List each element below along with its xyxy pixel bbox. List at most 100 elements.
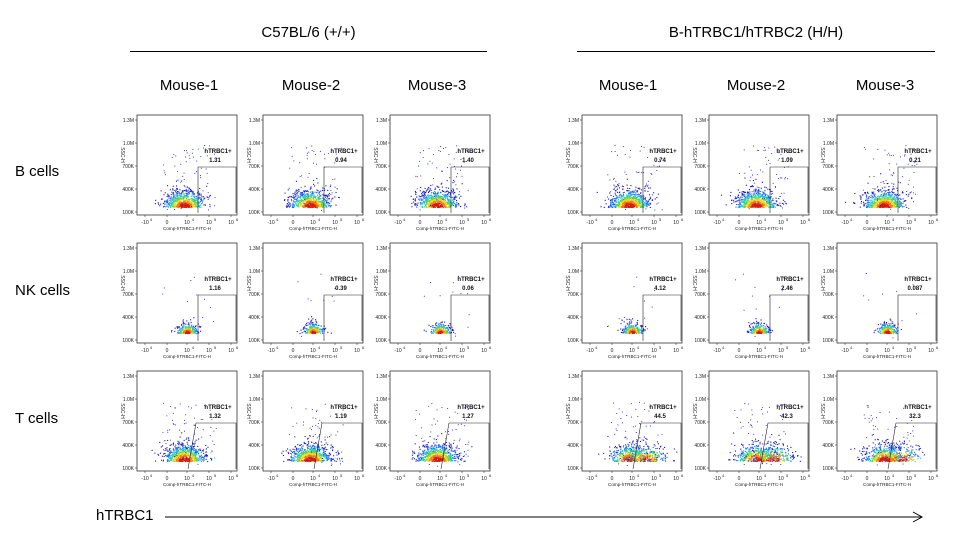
x-tick-label: -10: [713, 348, 720, 354]
event-dots: [151, 402, 217, 465]
y-tick-label: 700K: [694, 164, 706, 170]
gate-outline: [187, 422, 237, 470]
group-underline-wildtype: [130, 51, 487, 52]
x-axis-label: Comp-hTRBC1-FITC-H: [163, 482, 211, 487]
gate-label: hTRBC1+: [904, 277, 932, 283]
gate-label: hTRBC1+: [649, 277, 677, 283]
x-tick-exponent: 4: [403, 217, 406, 222]
gate-percent: 42.3: [781, 414, 793, 420]
x-tick-label: 10: [206, 348, 212, 354]
gate-label: hTRBC1+: [457, 277, 485, 283]
x-tick-label: 10: [184, 348, 190, 354]
y-tick-label: 700K: [694, 292, 706, 298]
x-tick-label: -10: [841, 476, 848, 482]
gate-label: hTRBC1+: [330, 149, 358, 155]
y-tick-label: 1.0M: [568, 141, 579, 147]
y-tick-label: 400K: [567, 443, 579, 449]
x-axis-label: Comp-hTRBC1-FITC-H: [735, 354, 783, 359]
event-dots: [598, 401, 678, 466]
y-tick-label: 100K: [248, 338, 260, 344]
y-tick-label: 700K: [694, 420, 706, 426]
group-underline-humanized: [577, 51, 935, 52]
column-header-mouse-3-wt: Mouse-3: [407, 77, 467, 94]
x-tick-label: 10: [228, 220, 234, 226]
x-tick-label: 10: [800, 476, 806, 482]
x-tick-exponent: 6: [236, 473, 239, 478]
event-dots: [162, 276, 215, 335]
gate-percent: 0.94: [335, 158, 347, 164]
x-tick-exponent: 5: [914, 345, 917, 350]
x-tick-exponent: 4: [445, 345, 448, 350]
y-axis-label: SSC-H: [245, 403, 251, 419]
x-tick-label: 10: [906, 220, 912, 226]
y-tick-label: 400K: [694, 315, 706, 321]
x-tick-exponent: 6: [489, 217, 492, 222]
gate-percent: 1.32: [209, 414, 221, 420]
event-dots: [850, 404, 925, 466]
y-tick-label: 1.3M: [123, 246, 134, 252]
y-tick-label: 700K: [567, 164, 579, 170]
x-axis-label: Comp-hTRBC1-FITC-H: [163, 354, 211, 359]
x-tick-exponent: 4: [318, 217, 321, 222]
y-tick-label: 1.3M: [376, 118, 387, 124]
x-tick-label: 10: [481, 348, 487, 354]
x-axis-label: Comp-hTRBC1-FITC-H: [289, 226, 337, 231]
x-tick-label: 10: [651, 348, 657, 354]
x-tick-label: 10: [884, 476, 890, 482]
event-dots: [281, 403, 344, 466]
gate-percent: 1.19: [335, 414, 347, 420]
y-tick-label: 400K: [375, 187, 387, 193]
event-dots: [721, 145, 789, 210]
y-tick-label: 700K: [122, 164, 134, 170]
x-tick-exponent: 4: [595, 217, 598, 222]
column-header-mouse-1-wt: Mouse-1: [159, 77, 219, 94]
y-tick-label: 1.0M: [249, 269, 260, 275]
x-tick-exponent: 5: [340, 217, 343, 222]
x-tick-label: 10: [310, 348, 316, 354]
column-header-mouse-2-hh: Mouse-2: [726, 77, 786, 94]
y-tick-label: 400K: [375, 315, 387, 321]
gate-label: hTRBC1+: [904, 405, 932, 411]
gate-outline: [642, 294, 682, 341]
gate-outline: [450, 294, 490, 341]
gate-percent: 1.16: [209, 286, 221, 292]
x-tick-exponent: 6: [362, 345, 365, 350]
event-dots: [411, 403, 473, 467]
x-tick-label: -10: [586, 348, 593, 354]
column-header-mouse-2-wt: Mouse-2: [281, 77, 341, 94]
x-tick-label: 10: [354, 220, 360, 226]
y-tick-label: 100K: [122, 466, 134, 472]
y-tick-label: 1.3M: [568, 118, 579, 124]
x-tick-exponent: 6: [236, 217, 239, 222]
x-tick-label: 10: [756, 348, 762, 354]
x-tick-label: 10: [629, 348, 635, 354]
x-tick-label: -10: [586, 220, 593, 226]
y-axis-label: SSC-H: [372, 275, 378, 291]
gate-percent: 32.3: [909, 414, 921, 420]
y-tick-label: 1.0M: [123, 269, 134, 275]
x-axis-label: Comp-hTRBC1-FITC-H: [608, 482, 656, 487]
x-tick-exponent: 4: [403, 473, 406, 478]
y-axis-label: SSC-H: [564, 403, 570, 419]
x-tick-label: 0: [611, 220, 614, 226]
x-tick-label: 10: [756, 220, 762, 226]
y-axis-label: SSC-H: [691, 275, 697, 291]
x-tick-exponent: 4: [150, 473, 153, 478]
gate-outline: [632, 422, 682, 470]
y-axis-label: SSC-H: [372, 147, 378, 163]
y-tick-label: 1.0M: [123, 397, 134, 403]
x-tick-exponent: 4: [637, 345, 640, 350]
x-tick-label: 0: [738, 220, 741, 226]
x-tick-label: 10: [629, 476, 635, 482]
x-axis-label: Comp-hTRBC1-FITC-H: [289, 482, 337, 487]
x-tick-label: 10: [437, 220, 443, 226]
y-tick-label: 100K: [567, 338, 579, 344]
gate-outline: [887, 422, 937, 470]
x-tick-exponent: 5: [340, 345, 343, 350]
